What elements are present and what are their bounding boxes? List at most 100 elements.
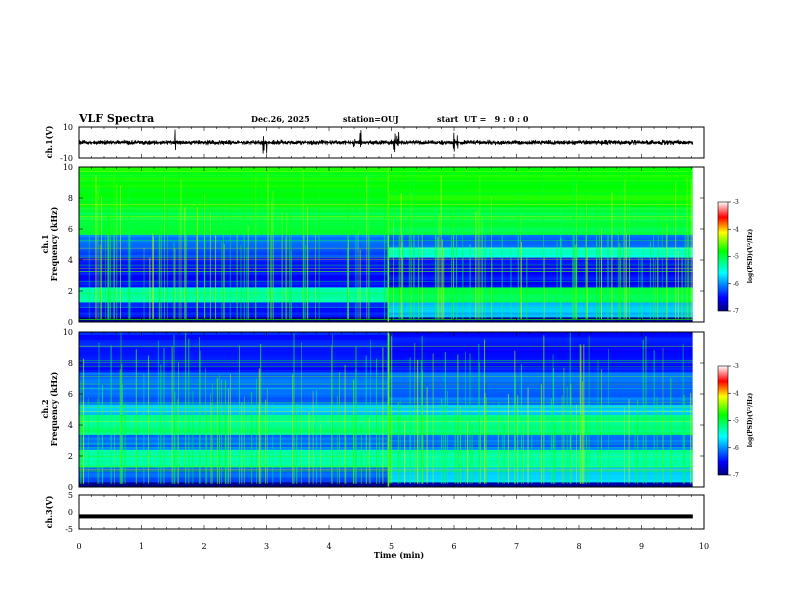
spectrogram-band — [79, 449, 389, 453]
spectrogram-band — [388, 372, 693, 375]
spectrogram-band — [388, 379, 693, 383]
spectrogram-band — [388, 339, 693, 343]
spectrogram-band — [79, 292, 389, 295]
spectrogram-band — [79, 227, 389, 230]
spectrogram-band — [388, 462, 693, 465]
ch1-colorbar-tick-label: -7 — [733, 308, 739, 315]
spectrogram-band — [79, 259, 389, 263]
ch3-level-line — [79, 514, 693, 519]
spectrogram-band — [388, 442, 693, 445]
spectrogram-band — [79, 362, 389, 365]
spectrogram-band — [388, 424, 693, 428]
spectrogram-band — [79, 459, 389, 463]
ch2-spec-ylabel-channel: ch.2 — [40, 399, 50, 418]
spectrogram-band — [388, 447, 693, 450]
spectrogram-band — [79, 339, 389, 343]
spectrogram-band — [388, 314, 693, 318]
spectrogram-band — [388, 472, 693, 475]
spectrogram-band — [79, 444, 389, 448]
spectrogram-band — [79, 407, 389, 410]
ch2-colorbar-tick-label: -3 — [733, 363, 739, 370]
spectrogram-band — [79, 184, 389, 188]
spectrogram-band — [388, 229, 693, 233]
ch1-spec-ylabel-channel: ch.1 — [40, 234, 50, 253]
spectrogram-band — [388, 469, 693, 473]
ch1-spec-ytick-label: 8 — [68, 194, 73, 203]
spectrogram-band — [388, 414, 693, 418]
spectrogram-band — [79, 332, 389, 335]
spectrogram-band — [79, 307, 389, 310]
spectrogram-band — [79, 207, 389, 210]
spectrogram-band — [388, 334, 693, 338]
spectrogram-band — [79, 244, 389, 248]
spectrogram-band — [79, 334, 389, 338]
spectrogram-band — [79, 474, 389, 478]
spectrogram-band — [388, 477, 693, 480]
x-tick-label: 4 — [326, 542, 331, 551]
spectrogram-band — [388, 259, 693, 263]
ch2-colorbar: -3 -4 -5 -6 -7 log(PSD)(V²/Hz) — [717, 363, 754, 479]
spectrogram-band — [388, 354, 693, 358]
spectrogram-band — [79, 229, 389, 233]
spectrogram-band — [388, 342, 693, 345]
spectrogram-band — [79, 397, 389, 400]
spectrogram-band — [388, 319, 693, 323]
ch1-ytick-top: 10 — [63, 123, 73, 132]
ch1-colorbar-tick-label: -4 — [733, 226, 739, 233]
spectrogram-band — [388, 187, 693, 190]
spectrogram-band — [79, 204, 389, 208]
spectrogram-band — [388, 464, 693, 468]
spectrogram-band — [388, 392, 693, 395]
spectrogram-band — [79, 284, 389, 288]
spectrogram-band — [388, 199, 693, 203]
spectrogram-band — [79, 352, 389, 355]
spectrogram-band — [388, 419, 693, 423]
x-tick-label: 3 — [264, 542, 269, 551]
spectrogram-band — [79, 289, 389, 293]
spectrogram-band — [388, 332, 693, 335]
date-label: Dec.26, 2025 — [251, 114, 310, 124]
spectrogram-band — [388, 299, 693, 303]
ch2-spectrogram-panel: 10 8 6 4 2 0 ch.2 Frequency (kHz) — [40, 328, 705, 492]
spectrogram-band — [388, 214, 693, 218]
spectrogram-band — [79, 282, 389, 285]
spectrogram-band — [388, 282, 693, 285]
spectrogram-band — [388, 264, 693, 268]
x-tick-label: 2 — [201, 542, 206, 551]
spectrogram-band — [79, 342, 389, 345]
spectrogram-band — [388, 394, 693, 398]
spectrogram-band — [79, 417, 389, 420]
spectrogram-band — [388, 172, 693, 175]
ch1-ylabel: ch.1(V) — [44, 125, 54, 158]
spectrogram-band — [79, 304, 389, 308]
spectrogram-band — [388, 389, 693, 393]
spectrogram-band — [79, 359, 389, 363]
ch1-spec-ytick-label: 6 — [68, 225, 73, 234]
spectrogram-band — [79, 242, 389, 245]
spectrogram-band — [79, 312, 389, 315]
spectrogram-band — [388, 272, 693, 275]
spectrogram-band — [388, 302, 693, 305]
spectrogram-band — [79, 264, 389, 268]
spectrogram-band — [388, 269, 693, 273]
ch2-colorbar-tick-label: -4 — [733, 390, 739, 397]
spectrogram-band — [79, 267, 389, 270]
spectrogram-band — [388, 262, 693, 265]
spectrogram-band — [388, 357, 693, 360]
spectrogram-band — [388, 449, 693, 453]
spectrogram-band — [388, 364, 693, 368]
spectrogram-band — [79, 297, 389, 300]
spectrogram-band — [79, 469, 389, 473]
spectrogram-band — [79, 414, 389, 418]
spectrogram-band — [79, 442, 389, 445]
spectrogram-band — [79, 394, 389, 398]
spectrogram-band — [79, 457, 389, 460]
x-tick-label: 7 — [514, 542, 519, 551]
spectrogram-band — [79, 432, 389, 435]
spectrogram-band — [388, 309, 693, 313]
spectrogram-band — [388, 182, 693, 185]
figure-title: VLF Spectra — [78, 112, 154, 125]
ch1-colorbar-tick-label: -5 — [733, 254, 739, 261]
spectrogram-band — [388, 227, 693, 230]
